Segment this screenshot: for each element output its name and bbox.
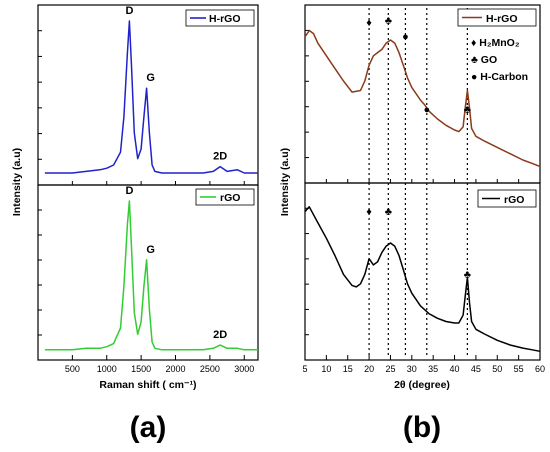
panel-b-top-legend-label: H-rGO [486, 13, 518, 25]
panel-a-x-ticks: 500 1000 1500 2000 2500 3000 [38, 30, 254, 374]
panel-b: 5 10 15 20 25 30 35 40 45 50 55 60 ♦ ♣ ● ● ♣ ♦ ♣ ♣ H-rGO ♦… [279, 4, 545, 444]
panel-b-bottom-frame [304, 182, 541, 361]
panel-b-bottom-legend-box [477, 189, 537, 208]
a-x-tick-label: 1500 [131, 364, 151, 374]
panel-a-bottom-legend-label: rGO [220, 192, 240, 204]
b-x-tick-label: 60 [535, 364, 545, 374]
marker-h-carbon-icon: ● [402, 31, 409, 43]
panel-a-top-legend-label: H-rGO [209, 13, 241, 25]
b-series-line [304, 29, 541, 168]
b-x-tick-label: 25 [385, 364, 395, 374]
marker-h2mno2-icon: ♦ [366, 206, 372, 218]
panel-b-y-axis-label: Intensity (a.u) [279, 148, 291, 216]
panel-a-top-legend: H-rGO [185, 9, 255, 27]
a-x-tick-label: 3000 [234, 364, 254, 374]
b-x-tick-label: 10 [321, 364, 331, 374]
panel-a-top-legend-box [185, 9, 255, 27]
panel-b-marker-legend: ♦ H₂MnO₂ ♣ GO ● H-Carbon [471, 37, 528, 83]
panel-b-x-ticks: 5 10 15 20 25 30 35 40 45 50 55 60 [302, 29, 545, 374]
marker-legend-go: ♣ GO [471, 54, 497, 66]
peak-label-2d: 2D [213, 329, 227, 341]
panel-b-bottom-legend: rGO [477, 189, 537, 208]
peak-label-g: G [146, 72, 155, 84]
marker-legend-h-carbon: ● H-Carbon [471, 71, 528, 83]
marker-go-icon: ♣ [385, 15, 392, 27]
panel-a-x-axis-label: Raman shift ( cm⁻¹) [99, 379, 196, 391]
panel-a-annotations: D G 2D D G 2D [125, 5, 227, 341]
b-x-tick-label: 35 [428, 364, 438, 374]
panel-a-bottom-legend-box [195, 188, 255, 206]
marker-legend-h2mno2: ♦ H₂MnO₂ [471, 37, 520, 49]
panel-a-bottom-series [44, 200, 258, 351]
a-series-line [44, 20, 258, 174]
panel-a-bottom-frame [37, 184, 259, 361]
panel-b-bottom-series [304, 206, 541, 353]
b-x-tick-label: 40 [450, 364, 460, 374]
panel-b-top-legend: H-rGO [457, 8, 537, 27]
panel-a-y-axis-label: Intensity (a.u) [11, 148, 23, 216]
panel-a-top-series [44, 20, 258, 174]
peak-label-d: D [125, 5, 133, 17]
peak-label-g: G [146, 244, 155, 256]
a-x-tick-label: 500 [65, 364, 80, 374]
b-x-tick-label: 55 [514, 364, 524, 374]
peak-label-d: D [125, 185, 133, 197]
a-x-tick-label: 2500 [200, 364, 220, 374]
b-x-tick-label: 20 [364, 364, 374, 374]
marker-go-icon: ♣ [385, 206, 392, 218]
marker-go-icon: ♣ [464, 104, 471, 116]
panel-a-label: (a) [130, 411, 167, 444]
marker-h-carbon-icon: ● [423, 104, 430, 116]
panel-b-x-axis-label: 2θ (degree) [394, 379, 450, 391]
b-x-tick-label: 30 [407, 364, 417, 374]
b-x-tick-label: 5 [302, 364, 307, 374]
b-x-tick-label: 50 [492, 364, 502, 374]
a-x-tick-label: 2000 [165, 364, 185, 374]
peak-label-2d: 2D [213, 151, 227, 163]
b-series-line [304, 206, 541, 353]
panel-b-label: (b) [403, 411, 441, 444]
panel-b-reference-lines [368, 8, 468, 357]
panel-a-bottom-legend: rGO [195, 188, 255, 206]
a-x-tick-label: 1000 [97, 364, 117, 374]
marker-h2mno2-icon: ♦ [366, 17, 372, 29]
panel-b-bottom-legend-label: rGO [504, 194, 524, 206]
panel-b-top-legend-box [457, 8, 537, 27]
panel-b-peak-markers: ♦ ♣ ● ● ♣ ♦ ♣ ♣ [366, 15, 471, 281]
b-x-tick-label: 45 [471, 364, 481, 374]
b-x-tick-label: 15 [343, 364, 353, 374]
a-series-line [44, 200, 258, 351]
marker-go-icon: ♣ [464, 269, 471, 281]
panel-b-top-frame [304, 4, 541, 184]
panel-b-top-series [304, 29, 541, 168]
panel-a: 500 1000 1500 2000 2500 3000 D G 2D D G 2D H-rGO r… [11, 4, 259, 444]
